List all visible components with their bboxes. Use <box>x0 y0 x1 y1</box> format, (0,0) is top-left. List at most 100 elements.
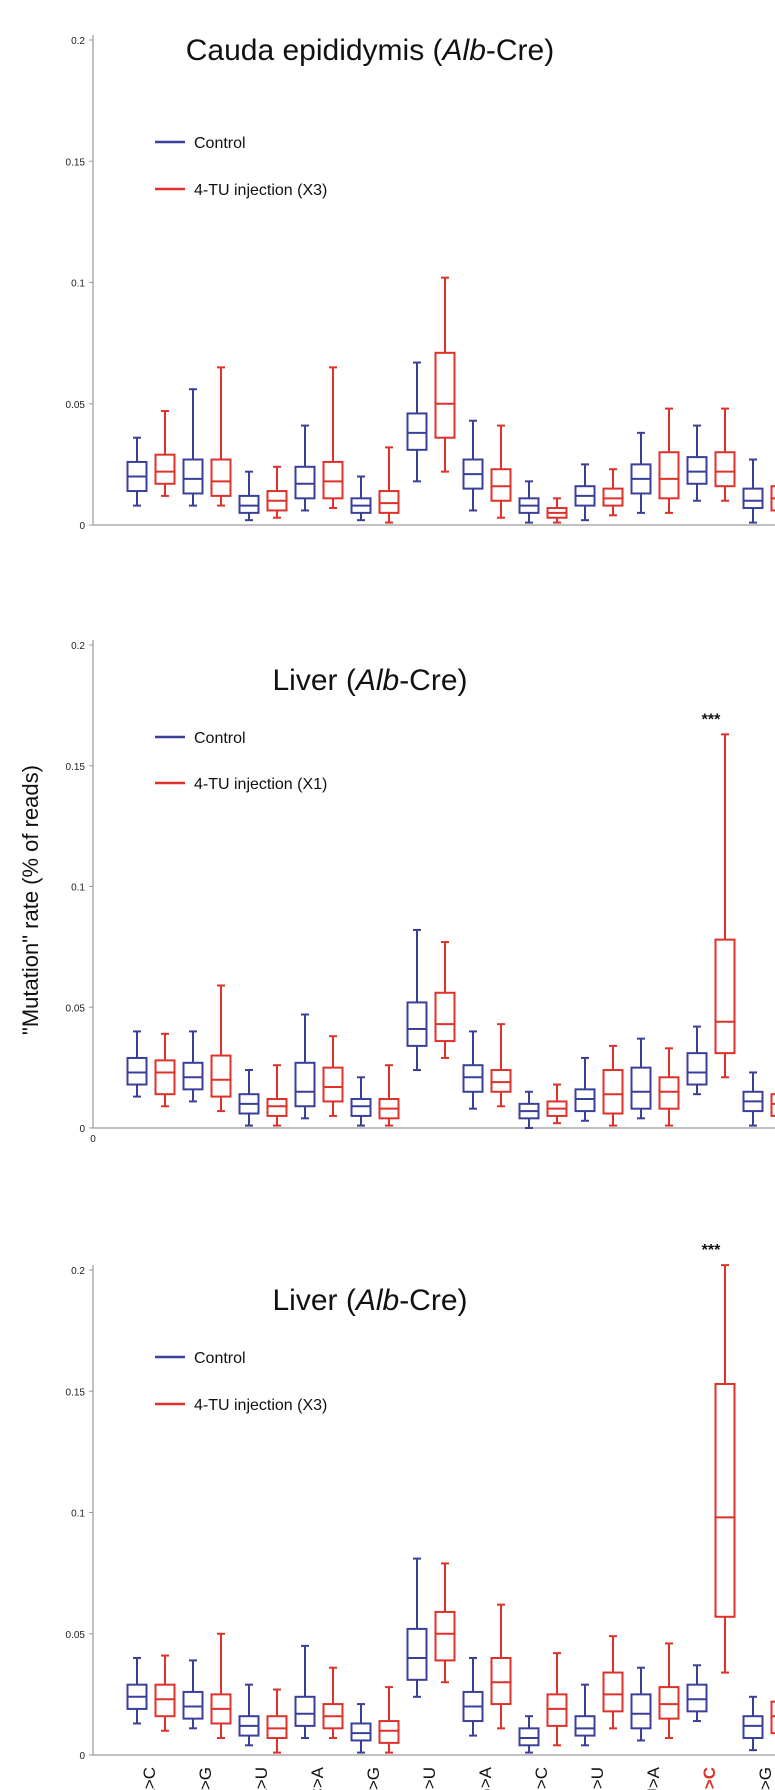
box-treated-A>G <box>210 984 232 1113</box>
box-control-A>C <box>126 436 148 507</box>
y-tick-label: 0.15 <box>66 762 86 773</box>
box-iqr <box>490 468 512 502</box>
box-control-A>G <box>182 388 204 507</box>
y-tick-label: 0 <box>79 1124 85 1135</box>
box-control-G>A <box>462 1030 484 1110</box>
legend-entry-label: 4-TU injection (X3) <box>194 1397 327 1414</box>
chart-title-part: Liver ( <box>272 664 355 697</box>
box-treated-C>U <box>434 1562 456 1684</box>
box-treated-C>U <box>434 941 456 1059</box>
box-control-C>U <box>406 1557 428 1698</box>
box-control-C>U <box>406 361 428 483</box>
box-treated-U>C <box>714 407 736 502</box>
box-iqr <box>266 1098 288 1117</box>
chart-panels: 0 0.05 0.1 0.15 0.2 Cauda epididymis ( Alb-Cre… <box>66 34 775 1762</box>
legend-entry-label: 4-TU injection (X1) <box>194 776 327 793</box>
y-tick-label: 0.15 <box>66 157 86 168</box>
box-treated-G>C <box>546 1652 568 1747</box>
y-tick-label: 0.2 <box>71 36 85 47</box>
box-iqr <box>322 1066 344 1103</box>
box-control-U>G <box>742 1071 764 1127</box>
box-treated-C>U <box>434 276 456 473</box>
box-iqr <box>154 1683 176 1718</box>
y-tick-label: 0.05 <box>66 400 86 411</box>
box-iqr <box>686 456 708 485</box>
box-control-G>A <box>462 1657 484 1737</box>
box-control-U>G <box>742 458 764 524</box>
box-control-G>U <box>574 1683 596 1747</box>
box-treated-A>U <box>266 1688 288 1754</box>
box-treated-U>G <box>770 485 775 512</box>
chart-title: Liver (Alb-Cre) <box>272 1284 467 1317</box>
chart-panel-1: 0 0.05 0.1 0.15 0.2 Cauda epididymis (Alb-Cre… <box>66 34 775 532</box>
box-iqr <box>490 1069 512 1093</box>
box-treated-A>C <box>154 1654 176 1732</box>
box-control-A>G <box>182 1659 204 1730</box>
chart-title-part: Cauda epididymis ( <box>186 34 443 67</box>
box-control-A>U <box>238 1683 260 1747</box>
box-control-U>G <box>742 1695 764 1752</box>
x-category-label: A>U <box>252 1767 271 1790</box>
box-iqr <box>434 1610 456 1662</box>
box-iqr <box>742 1715 764 1740</box>
box-treated-A>C <box>154 1032 176 1108</box>
x-category-label: C>A <box>308 1766 327 1790</box>
box-control-C>G <box>350 475 372 522</box>
box-iqr <box>602 1069 624 1115</box>
box-iqr <box>490 1657 512 1706</box>
box-iqr <box>182 1690 204 1720</box>
box-control-C>A <box>294 1013 316 1120</box>
box-control-U>A <box>630 431 652 514</box>
y-axis-label: "Mutation" rate (% of reads) <box>18 765 43 1035</box>
box-control-G>U <box>574 463 596 522</box>
x-category-label: U>C <box>700 1767 719 1790</box>
box-treated-G>A <box>490 1603 512 1730</box>
y-tick-label: 0 <box>79 521 85 532</box>
box-iqr <box>182 1061 204 1091</box>
box-iqr <box>602 1671 624 1713</box>
box-treated-C>G <box>378 446 400 524</box>
y-tick-label: 0.05 <box>66 1630 86 1641</box>
box-control-G>C <box>518 1090 540 1129</box>
box-iqr <box>434 351 456 439</box>
box-treated-A>U <box>266 1064 288 1127</box>
box-control-U>C <box>686 1025 708 1096</box>
box-control-A>C <box>126 1030 148 1098</box>
chart-title-part: Alb <box>354 1284 399 1317</box>
chart-title-part: -Cre) <box>399 1284 467 1317</box>
legend-entry-label: Control <box>194 1350 246 1367</box>
box-control-C>A <box>294 1644 316 1740</box>
box-iqr <box>378 1720 400 1744</box>
y-tick-label: 0.1 <box>71 279 85 290</box>
box-iqr <box>714 451 736 488</box>
box-iqr <box>406 1001 428 1047</box>
box-control-C>G <box>350 1703 372 1754</box>
box-iqr <box>602 487 624 507</box>
box-iqr <box>434 991 456 1043</box>
box-treated-U>A <box>658 1047 680 1127</box>
box-iqr <box>742 487 764 510</box>
box-iqr <box>546 1693 568 1727</box>
y-tick-label: 0.05 <box>66 1003 86 1014</box>
box-treated-C>G <box>378 1686 400 1754</box>
box-treated-G>A <box>490 1023 512 1108</box>
y-tick-label: 0.2 <box>71 641 85 652</box>
box-control-A>G <box>182 1030 204 1103</box>
chart-title: Liver (Alb-Cre) <box>272 664 467 697</box>
chart-title-part: Liver ( <box>272 1284 355 1317</box>
box-treated-G>U <box>602 468 624 517</box>
box-iqr <box>770 1700 775 1735</box>
x-origin-label: 0 <box>90 1134 96 1145</box>
box-iqr <box>322 460 344 500</box>
box-control-C>A <box>294 424 316 512</box>
box-iqr <box>630 1066 652 1110</box>
box-iqr <box>714 1382 736 1618</box>
x-category-label: G>U <box>588 1767 607 1790</box>
box-control-C>U <box>406 928 428 1072</box>
box-treated-C>A <box>322 1035 344 1117</box>
box-treated-U>C <box>714 1264 736 1674</box>
box-treated-U>G <box>770 1700 775 1735</box>
box-iqr <box>294 1695 316 1727</box>
box-control-G>C <box>518 1715 540 1754</box>
x-category-label: A>C <box>140 1767 159 1790</box>
